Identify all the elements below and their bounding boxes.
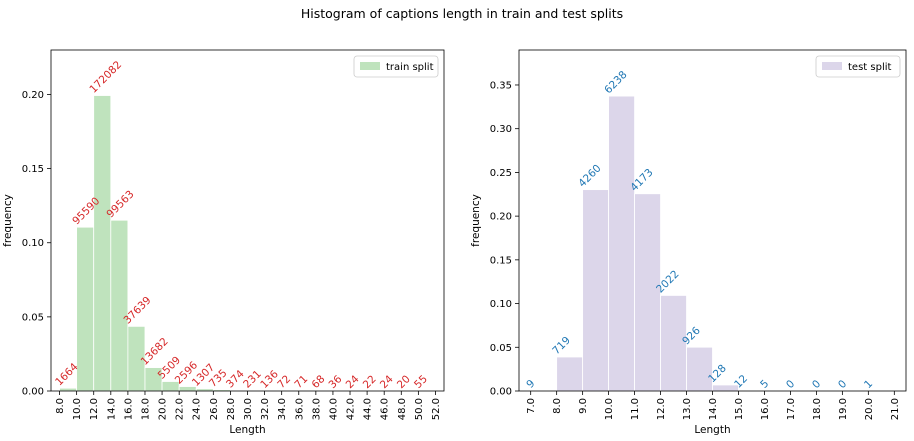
train-bar	[178, 386, 197, 392]
train-xtick-label: 12.0	[89, 398, 100, 420]
test-xtick-label: 17.0	[786, 398, 797, 420]
test-xtick-label: 18.0	[812, 398, 823, 420]
train-xtick-label: 28.0	[226, 398, 237, 420]
train-ytick-label: 0.10	[22, 238, 44, 249]
train-ytick-label: 0.05	[22, 312, 44, 323]
test-xlabel: Length	[694, 424, 730, 436]
test-ytick-label: 0.00	[490, 387, 512, 398]
test-xtick-label: 13.0	[682, 398, 693, 420]
train-xtick-label: 42.0	[346, 398, 357, 420]
train-xtick-label: 26.0	[209, 398, 220, 420]
train-xtick-label: 32.0	[260, 398, 271, 420]
train-xtick-label: 16.0	[123, 398, 134, 420]
test-xtick-label: 15.0	[734, 398, 745, 420]
test-legend-swatch	[822, 62, 842, 70]
train-xtick-label: 44.0	[363, 398, 374, 420]
test-bar	[608, 95, 635, 392]
test-xtick-label: 11.0	[630, 398, 641, 420]
figure-title: Histogram of captions length in train an…	[301, 6, 623, 21]
test-legend	[815, 55, 901, 78]
train-xtick-label: 50.0	[414, 398, 425, 420]
train-bar	[93, 95, 112, 392]
train-legend	[353, 55, 439, 78]
train-xlabel: Length	[229, 424, 265, 436]
test-bar	[556, 356, 584, 392]
train-xtick-label: 46.0	[380, 398, 391, 420]
test-ytick-label: 0.20	[490, 212, 512, 223]
test-xtick-label: 12.0	[656, 398, 667, 420]
test-xtick-label: 21.0	[890, 398, 901, 420]
train-bar	[110, 219, 129, 392]
test-ytick-label: 0.15	[490, 255, 512, 266]
test-bar	[582, 189, 610, 392]
test-legend-label: test split	[848, 62, 891, 73]
test-plot-area	[519, 50, 906, 391]
train-xtick-label: 34.0	[277, 398, 288, 420]
train-xtick-label: 52.0	[431, 398, 442, 420]
train-xtick-label: 38.0	[311, 398, 322, 420]
train-xtick-label: 8.0	[55, 398, 66, 414]
train-bar	[59, 387, 78, 392]
train-bar	[76, 226, 95, 392]
test-ylabel: frequency	[470, 194, 482, 247]
train-xtick-label: 14.0	[106, 398, 117, 420]
train-ytick-label: 0.20	[22, 90, 44, 101]
test-ytick-label: 0.35	[490, 80, 512, 91]
test-ytick-label: 0.05	[490, 343, 512, 354]
test-xtick-label: 8.0	[552, 398, 563, 414]
train-ylabel: frequency	[2, 194, 14, 247]
test-xtick-label: 10.0	[604, 398, 615, 420]
train-xtick-label: 30.0	[243, 398, 254, 420]
train-xtick-label: 40.0	[328, 398, 339, 420]
train-xtick-label: 10.0	[72, 398, 83, 420]
test-bar	[686, 346, 713, 392]
test-ytick-label: 0.10	[490, 299, 512, 310]
train-xtick-label: 18.0	[140, 398, 151, 420]
train-xtick-label: 24.0	[192, 398, 203, 420]
test-xtick-label: 9.0	[578, 398, 589, 414]
train-xtick-label: 20.0	[158, 398, 169, 420]
train-xtick-label: 48.0	[397, 398, 408, 420]
test-xtick-label: 20.0	[864, 398, 875, 420]
test-xtick-label: 14.0	[708, 398, 719, 420]
test-xtick-label: 7.0	[526, 398, 537, 414]
train-ytick-label: 0.00	[22, 387, 44, 398]
test-ytick-label: 0.25	[490, 168, 512, 179]
test-xtick-label: 19.0	[838, 398, 849, 420]
test-xtick-label: 16.0	[760, 398, 771, 420]
test-ytick-label: 0.30	[490, 124, 512, 135]
train-legend-label: train split	[386, 62, 434, 73]
train-xtick-label: 22.0	[175, 398, 186, 420]
train-legend-swatch	[360, 62, 380, 70]
train-ytick-label: 0.15	[22, 164, 44, 175]
test-bar	[634, 193, 661, 392]
test-bar	[660, 295, 687, 392]
train-histogram: 1664955901720829956337639136825509259613…	[2, 49, 445, 436]
train-xtick-label: 36.0	[294, 398, 305, 420]
